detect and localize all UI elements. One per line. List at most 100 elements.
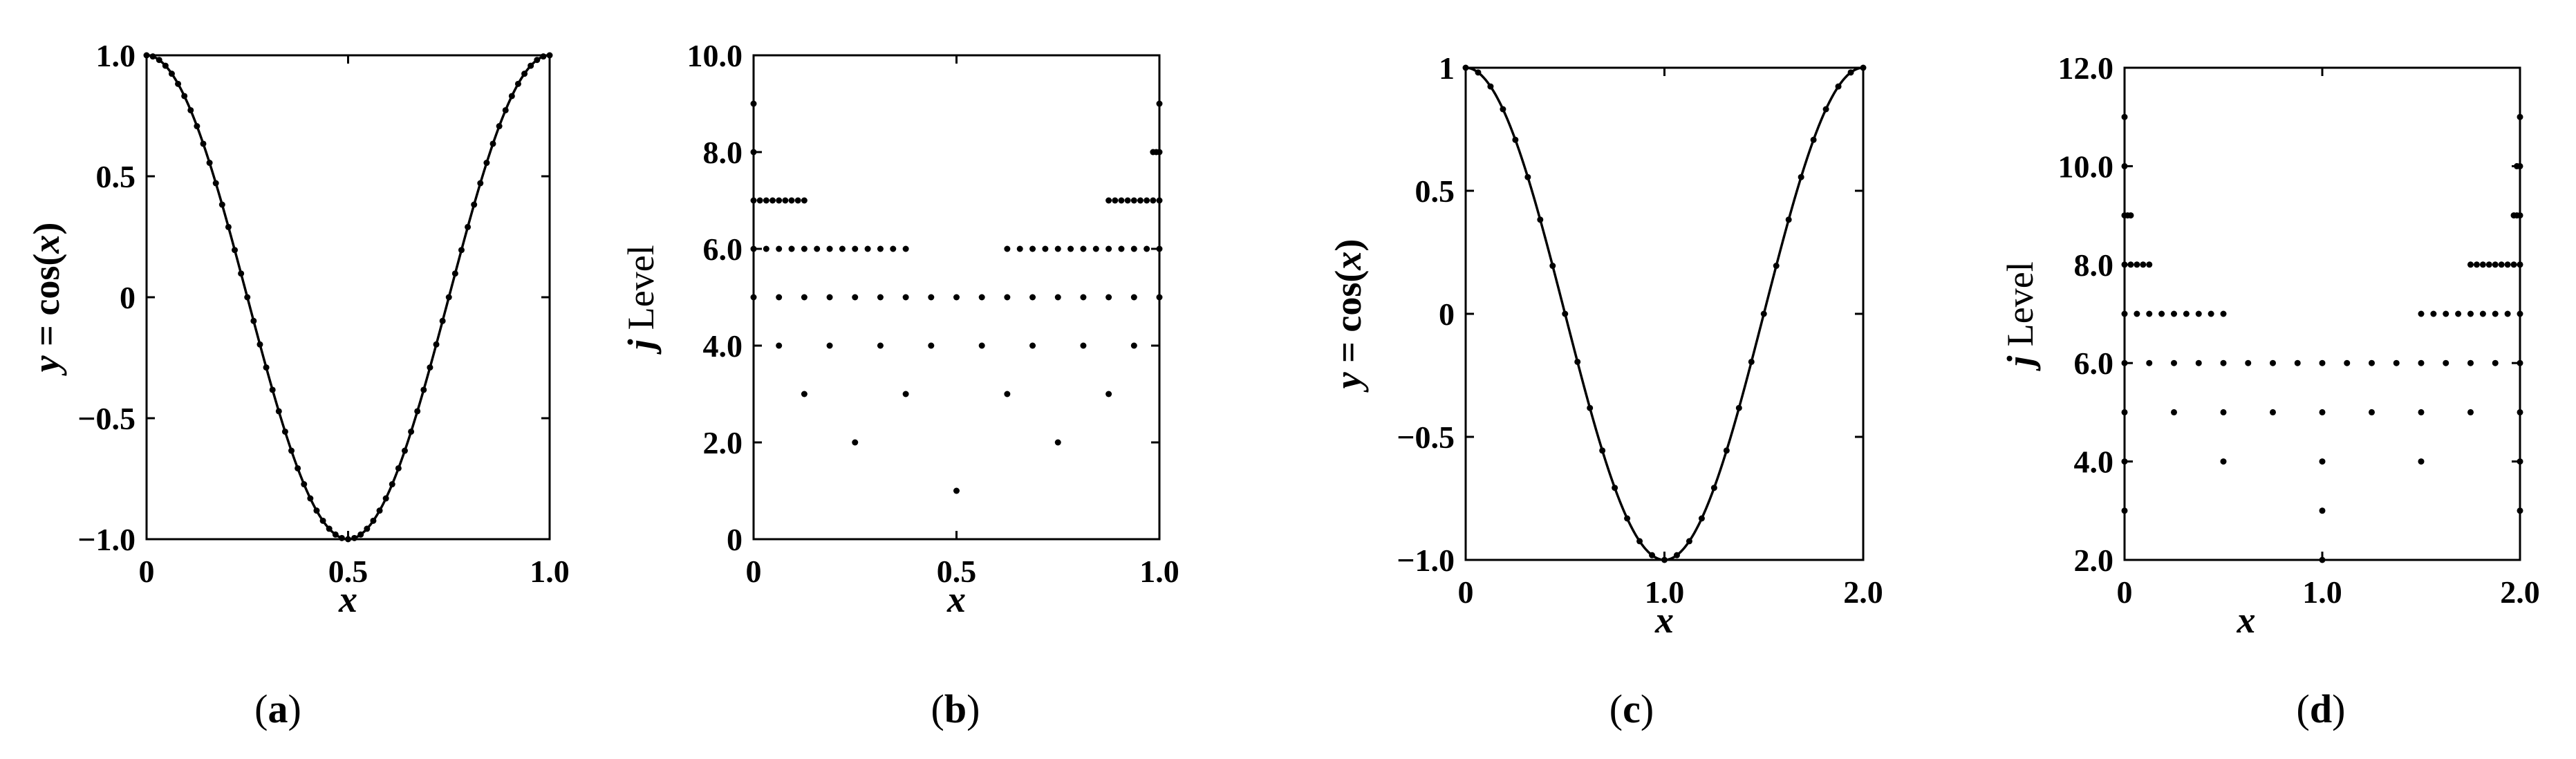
level-point bbox=[877, 245, 884, 252]
level-point bbox=[852, 245, 859, 252]
level-point bbox=[877, 294, 884, 301]
level-point bbox=[2369, 359, 2375, 366]
level-point bbox=[864, 245, 871, 252]
data-point bbox=[521, 71, 528, 77]
level-point bbox=[2467, 310, 2474, 317]
level-point bbox=[788, 245, 795, 252]
level-point bbox=[826, 294, 833, 301]
chart-panel-b: 0 0.5 1.0 0 2.0 4.0 6.0 8.0 10.0 x j Level (b) bbox=[620, 38, 1179, 731]
level-point bbox=[2146, 359, 2153, 366]
data-point bbox=[1649, 552, 1656, 559]
x-axis-title-var: x bbox=[946, 579, 966, 620]
level-point bbox=[2479, 261, 2486, 268]
panel-label-close: ) bbox=[1641, 686, 1654, 731]
level-point bbox=[2127, 261, 2134, 268]
data-point bbox=[307, 495, 314, 502]
x-tick-label: 1.0 bbox=[1139, 554, 1179, 589]
data-point bbox=[1698, 515, 1705, 522]
level-point bbox=[2517, 162, 2523, 169]
y-tick-label: 0.5 bbox=[1415, 174, 1455, 209]
data-point bbox=[514, 80, 521, 87]
level-point bbox=[2517, 359, 2523, 366]
level-point bbox=[1016, 245, 1023, 252]
x-axis-title: x bbox=[2237, 599, 2256, 641]
chart-panel-a: 0 0.5 1.0−1.0−0.500.51.0xy = cos(x)(a) bbox=[26, 38, 570, 731]
level-point bbox=[2492, 261, 2499, 268]
y-tick-label: 0 bbox=[727, 522, 743, 557]
panel-label-letter: b bbox=[944, 686, 967, 731]
data-point bbox=[483, 160, 490, 167]
x-tick-label: 0 bbox=[746, 554, 762, 589]
level-point bbox=[1067, 245, 1074, 252]
level-point bbox=[852, 294, 859, 301]
data-point bbox=[212, 180, 219, 187]
level-point bbox=[2443, 310, 2449, 317]
y-axis-title-arg: x bbox=[26, 235, 67, 254]
y-tick-label: 8.0 bbox=[2074, 247, 2114, 283]
level-point bbox=[839, 245, 846, 252]
level-point bbox=[750, 245, 757, 252]
level-point bbox=[2121, 507, 2128, 514]
panel-label-open: ( bbox=[2297, 686, 2310, 731]
level-point bbox=[2208, 310, 2214, 317]
y-tick-label: 1 bbox=[1439, 50, 1455, 86]
level-point bbox=[2121, 409, 2128, 415]
data-point bbox=[156, 57, 162, 64]
level-point bbox=[756, 197, 763, 204]
x-tick-label: 0.5 bbox=[328, 554, 368, 589]
level-point bbox=[2171, 409, 2177, 415]
data-point bbox=[187, 106, 194, 113]
level-point bbox=[2467, 261, 2474, 268]
level-point bbox=[763, 245, 769, 252]
level-point bbox=[1029, 294, 1036, 301]
level-point bbox=[2418, 310, 2425, 317]
level-point bbox=[1156, 100, 1163, 107]
level-point bbox=[763, 197, 769, 204]
x-tick-label: 0 bbox=[139, 554, 155, 589]
level-point bbox=[1156, 149, 1163, 156]
level-point bbox=[2195, 359, 2202, 366]
x-tick-label: 1.0 bbox=[530, 554, 570, 589]
data-point bbox=[168, 71, 175, 77]
y-axis-title-func: = cos( bbox=[26, 254, 67, 356]
data-point bbox=[175, 80, 182, 87]
level-point bbox=[2294, 359, 2301, 366]
y-tick-label: 10.0 bbox=[687, 38, 743, 73]
level-point bbox=[2510, 261, 2517, 268]
y-axis-title: j Level bbox=[1999, 261, 2041, 371]
level-point bbox=[801, 197, 808, 204]
data-point bbox=[1661, 556, 1668, 563]
panel-label-close: ) bbox=[2332, 686, 2345, 731]
level-point bbox=[2134, 310, 2140, 317]
level-point bbox=[776, 294, 783, 301]
level-point bbox=[2418, 359, 2425, 366]
y-tick-label: −1.0 bbox=[77, 522, 136, 557]
y-axis-title: y = cos(x) bbox=[1327, 239, 1369, 393]
data-point bbox=[225, 223, 232, 230]
level-point bbox=[826, 342, 833, 349]
x-tick-label: 2.0 bbox=[1843, 574, 1883, 610]
level-point bbox=[1156, 197, 1163, 204]
level-point bbox=[2467, 409, 2474, 415]
level-point bbox=[2319, 409, 2326, 415]
data-point bbox=[1487, 83, 1494, 90]
y-tick-label: −1.0 bbox=[1397, 543, 1455, 578]
level-point bbox=[788, 197, 795, 204]
level-point bbox=[2517, 310, 2523, 317]
y-tick-label: 6.0 bbox=[2074, 346, 2114, 381]
data-point bbox=[401, 447, 408, 454]
level-point bbox=[2121, 261, 2128, 268]
data-point bbox=[143, 52, 150, 59]
level-point bbox=[2319, 458, 2326, 465]
y-tick-label: 12.0 bbox=[2058, 50, 2114, 86]
level-point bbox=[1004, 391, 1011, 397]
level-point bbox=[2517, 212, 2523, 219]
data-point bbox=[181, 93, 188, 100]
data-point bbox=[338, 534, 345, 541]
level-point bbox=[852, 439, 859, 446]
level-point bbox=[1130, 197, 1137, 204]
level-point bbox=[1029, 245, 1036, 252]
level-point bbox=[928, 342, 935, 349]
data-point bbox=[256, 341, 263, 348]
